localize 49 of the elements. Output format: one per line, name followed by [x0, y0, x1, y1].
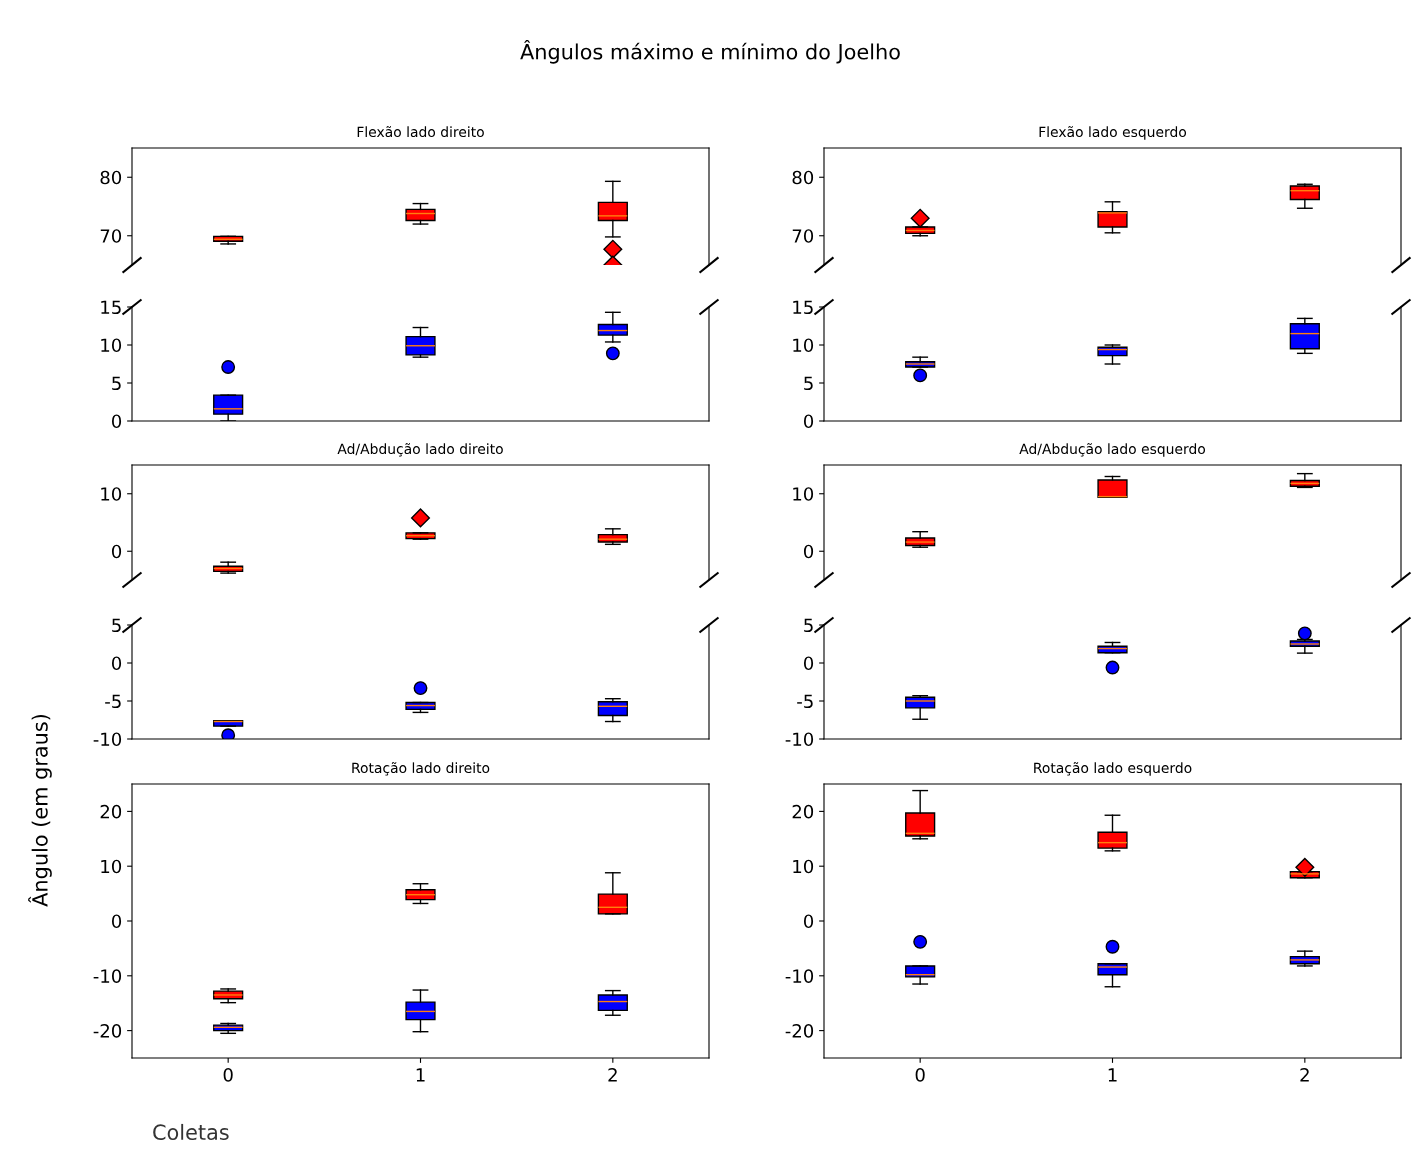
y-tick-label: 5	[112, 376, 121, 391]
y-tick-label: -20	[93, 1024, 122, 1038]
y-tick-label: -5	[797, 694, 813, 709]
y-tick-label: 0	[803, 414, 814, 429]
y-tick-label: 5	[804, 376, 813, 391]
chart-title: Rotação lado esquerdo	[1034, 762, 1192, 776]
text: Coletas	[153, 1123, 229, 1141]
y-tick-label: 0	[803, 914, 814, 929]
chart-title: Rotação lado direito	[352, 762, 490, 776]
y-tick-label: 0	[111, 544, 122, 559]
y-tick-label: 0	[111, 414, 122, 429]
y-tick-label: 70	[100, 229, 122, 243]
y-tick-label: 0	[111, 914, 122, 929]
y-tick-label: 5	[804, 618, 813, 633]
y-tick-label: -10	[93, 732, 122, 747]
x-tick-label: 1	[1108, 1068, 1117, 1082]
y-tick-label: -20	[785, 1024, 814, 1038]
y-tick-label: 10	[793, 487, 814, 501]
x-tick-label: 2	[1300, 1068, 1309, 1082]
x-tick-label: 0	[915, 1068, 925, 1082]
y-tick-label: 10	[793, 859, 814, 874]
y-tick-label: 70	[792, 229, 814, 243]
chart-title: Ad/Abdução lado direito	[337, 443, 503, 457]
chart-title: Flexão lado esquerdo	[1039, 126, 1187, 140]
x-tick-label: 0	[223, 1068, 233, 1082]
y-tick-label: -10	[785, 969, 814, 983]
text: Ângulo (em graus)	[28, 714, 52, 907]
y-tick-label: 20	[792, 804, 814, 819]
y-tick-label: 5	[112, 618, 121, 633]
y-tick-label: 0	[803, 544, 814, 559]
text: Ângulos máximo e mínimo do Joelho	[520, 40, 900, 64]
chart-title: Flexão lado direito	[357, 126, 484, 138]
y-tick-label: 80	[792, 170, 814, 185]
y-tick-label: -10	[785, 732, 814, 747]
y-tick-label: -5	[105, 694, 121, 709]
y-tick-label: 20	[100, 804, 122, 819]
y-tick-label: 10	[101, 338, 122, 353]
y-tick-label: 10	[793, 338, 814, 353]
y-tick-label: 10	[101, 859, 122, 874]
y-tick-label: 80	[100, 170, 122, 185]
y-tick-label: 10	[101, 487, 122, 501]
y-tick-label: -10	[93, 969, 122, 983]
y-tick-label: 15	[101, 300, 121, 315]
x-tick-label: 2	[608, 1068, 617, 1082]
chart-title: Ad/Abdução lado esquerdo	[1019, 443, 1206, 457]
y-tick-label: 0	[111, 656, 122, 671]
x-tick-label: 1	[416, 1068, 425, 1082]
y-tick-label: 15	[793, 300, 813, 315]
y-tick-label: 0	[803, 656, 814, 671]
